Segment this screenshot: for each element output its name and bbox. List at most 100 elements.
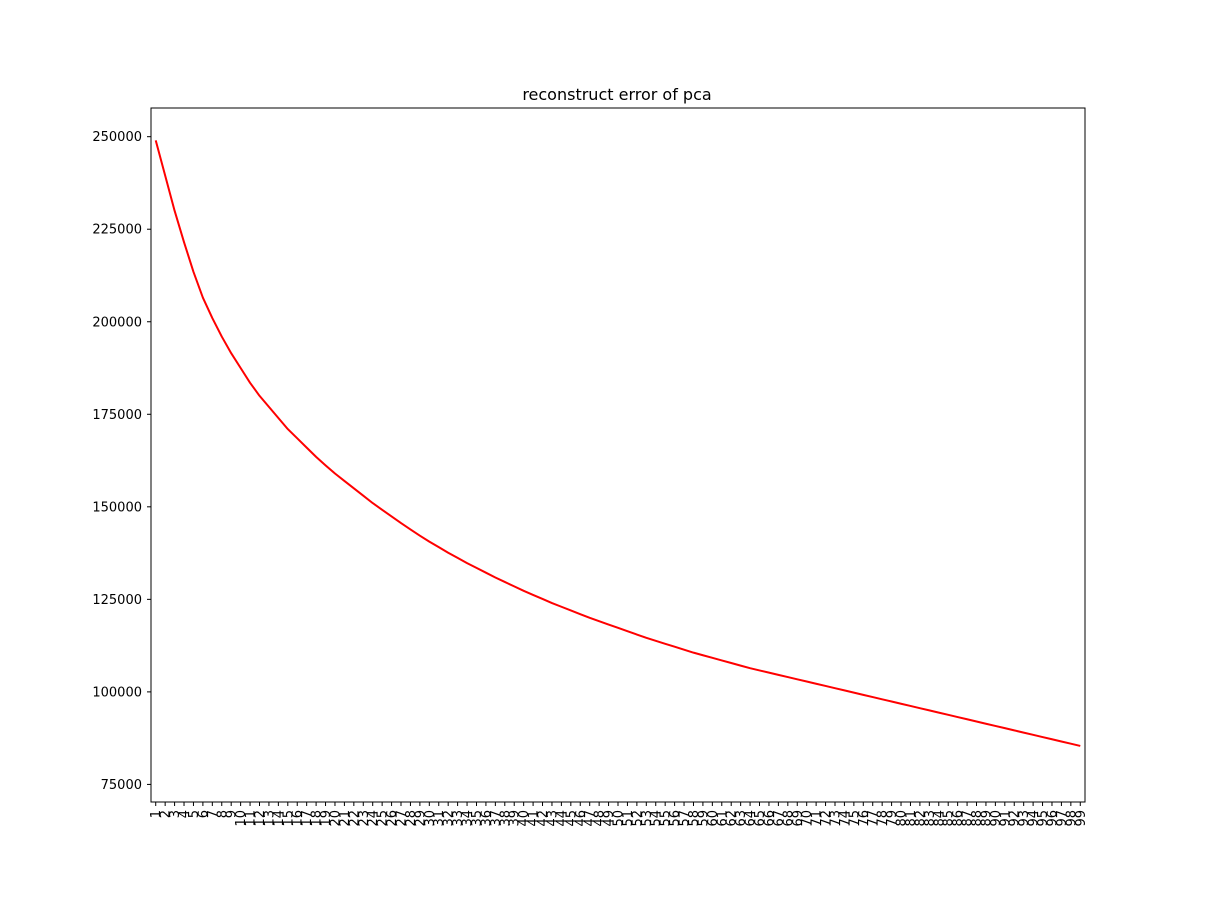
x-tick-label: 89 [979,810,994,827]
x-tick-label: 69 [791,810,806,827]
x-tick-label: 3 [168,810,183,818]
x-tick-label: 77 [866,810,881,827]
x-tick-label: 74 [838,810,853,827]
x-tick-label: 91 [998,810,1013,827]
x-tick-label: 23 [357,810,372,827]
x-tick-label: 16 [291,810,306,827]
x-tick-label: 36 [479,810,494,827]
x-tick-label: 99 [1074,810,1089,827]
x-tick-label: 56 [668,810,683,827]
x-tick-label: 27 [395,810,410,827]
x-tick-label: 92 [1008,810,1023,827]
x-tick-label: 51 [621,810,636,827]
x-tick-label: 73 [828,810,843,827]
x-tick-label: 93 [1017,810,1032,827]
x-tick-label: 31 [432,810,447,827]
x-tick-label: 85 [942,810,957,827]
x-tick-label: 87 [961,810,976,827]
x-tick-label: 67 [772,810,787,827]
x-tick-label: 96 [1045,810,1060,827]
x-tick-label: 95 [1036,810,1051,827]
x-tick-label: 42 [536,810,551,827]
x-tick-label: 40 [517,810,532,827]
x-tick-label: 47 [583,810,598,827]
x-tick-label: 60 [706,810,721,827]
y-tick-label: 150000 [92,500,142,515]
x-tick-label: 46 [574,810,589,827]
x-tick-label: 81 [904,810,919,827]
x-tick-label: 30 [423,810,438,827]
y-tick-label: 75000 [101,778,142,793]
x-tick-label: 78 [876,810,891,827]
x-tick-label: 58 [687,810,702,827]
x-tick-label: 10 [234,810,249,827]
x-tick-label: 15 [281,810,296,827]
x-tick-label: 80 [895,810,910,827]
x-tick-label: 14 [272,810,287,827]
x-tick-label: 21 [338,810,353,827]
x-tick-label: 37 [489,810,504,827]
x-tick-label: 70 [800,810,815,827]
x-tick-label: 88 [970,810,985,827]
x-tick-label: 12 [253,810,268,827]
x-tick-label: 44 [555,810,570,827]
x-tick-label: 13 [262,810,277,827]
x-tick-label: 76 [857,810,872,827]
x-tick-label: 52 [630,810,645,827]
x-tick-label: 35 [470,810,485,827]
x-tick-label: 19 [319,810,334,827]
chart-title: reconstruct error of pca [522,85,711,104]
x-tick-label: 83 [923,810,938,827]
x-tick-label: 1 [149,810,164,818]
y-tick-label: 175000 [92,408,142,423]
x-tick-label: 65 [753,810,768,827]
y-tick-label: 100000 [92,685,142,700]
x-tick-label: 26 [385,810,400,827]
series-line [154,140,1081,747]
x-tick-label: 29 [413,810,428,827]
x-tick-label: 71 [810,810,825,827]
x-tick-label: 97 [1055,810,1070,827]
x-tick-label: 41 [527,810,542,827]
x-tick-label: 86 [951,810,966,827]
x-tick-label: 79 [885,810,900,827]
x-tick-label: 64 [744,810,759,827]
x-tick-label: 9 [225,810,240,818]
x-tick-label: 8 [215,810,230,818]
axes-frame [150,107,1086,803]
x-tick-label: 45 [564,810,579,827]
x-tick-label: 33 [451,810,466,827]
x-tick-label: 72 [819,810,834,827]
x-tick-label: 38 [498,810,513,827]
x-tick-label: 2 [159,810,174,818]
x-tick-label: 5 [187,810,202,818]
x-tick-label: 84 [932,810,947,827]
x-tick-label: 82 [913,810,928,827]
x-tick-label: 4 [178,810,193,818]
x-tick-label: 22 [347,810,362,827]
x-tick-label: 63 [734,810,749,827]
y-tick-label: 200000 [92,315,142,330]
x-tick-label: 50 [612,810,627,827]
x-tick-label: 18 [310,810,325,827]
x-tick-label: 62 [725,810,740,827]
x-tick-label: 17 [300,810,315,827]
x-tick-label: 75 [847,810,862,827]
x-tick-label: 98 [1064,810,1079,827]
x-tick-label: 61 [715,810,730,827]
x-tick-label: 59 [696,810,711,827]
plot-area: 75000 100000 125000 150000 175000 200000 22500… [92,107,1089,827]
x-tick-label: 54 [649,810,664,827]
x-tick-label: 48 [593,810,608,827]
x-tick-label: 49 [602,810,617,827]
x-tick-label: 20 [328,810,343,827]
x-tick-label: 34 [461,810,476,827]
x-tick-label: 43 [545,810,560,827]
y-tick-label: 225000 [92,223,142,238]
x-tick-label: 32 [442,810,457,827]
y-tick-label: 125000 [92,593,142,608]
x-tick-label: 57 [678,810,693,827]
x-tick-label: 53 [640,810,655,827]
x-tick-label: 66 [762,810,777,827]
